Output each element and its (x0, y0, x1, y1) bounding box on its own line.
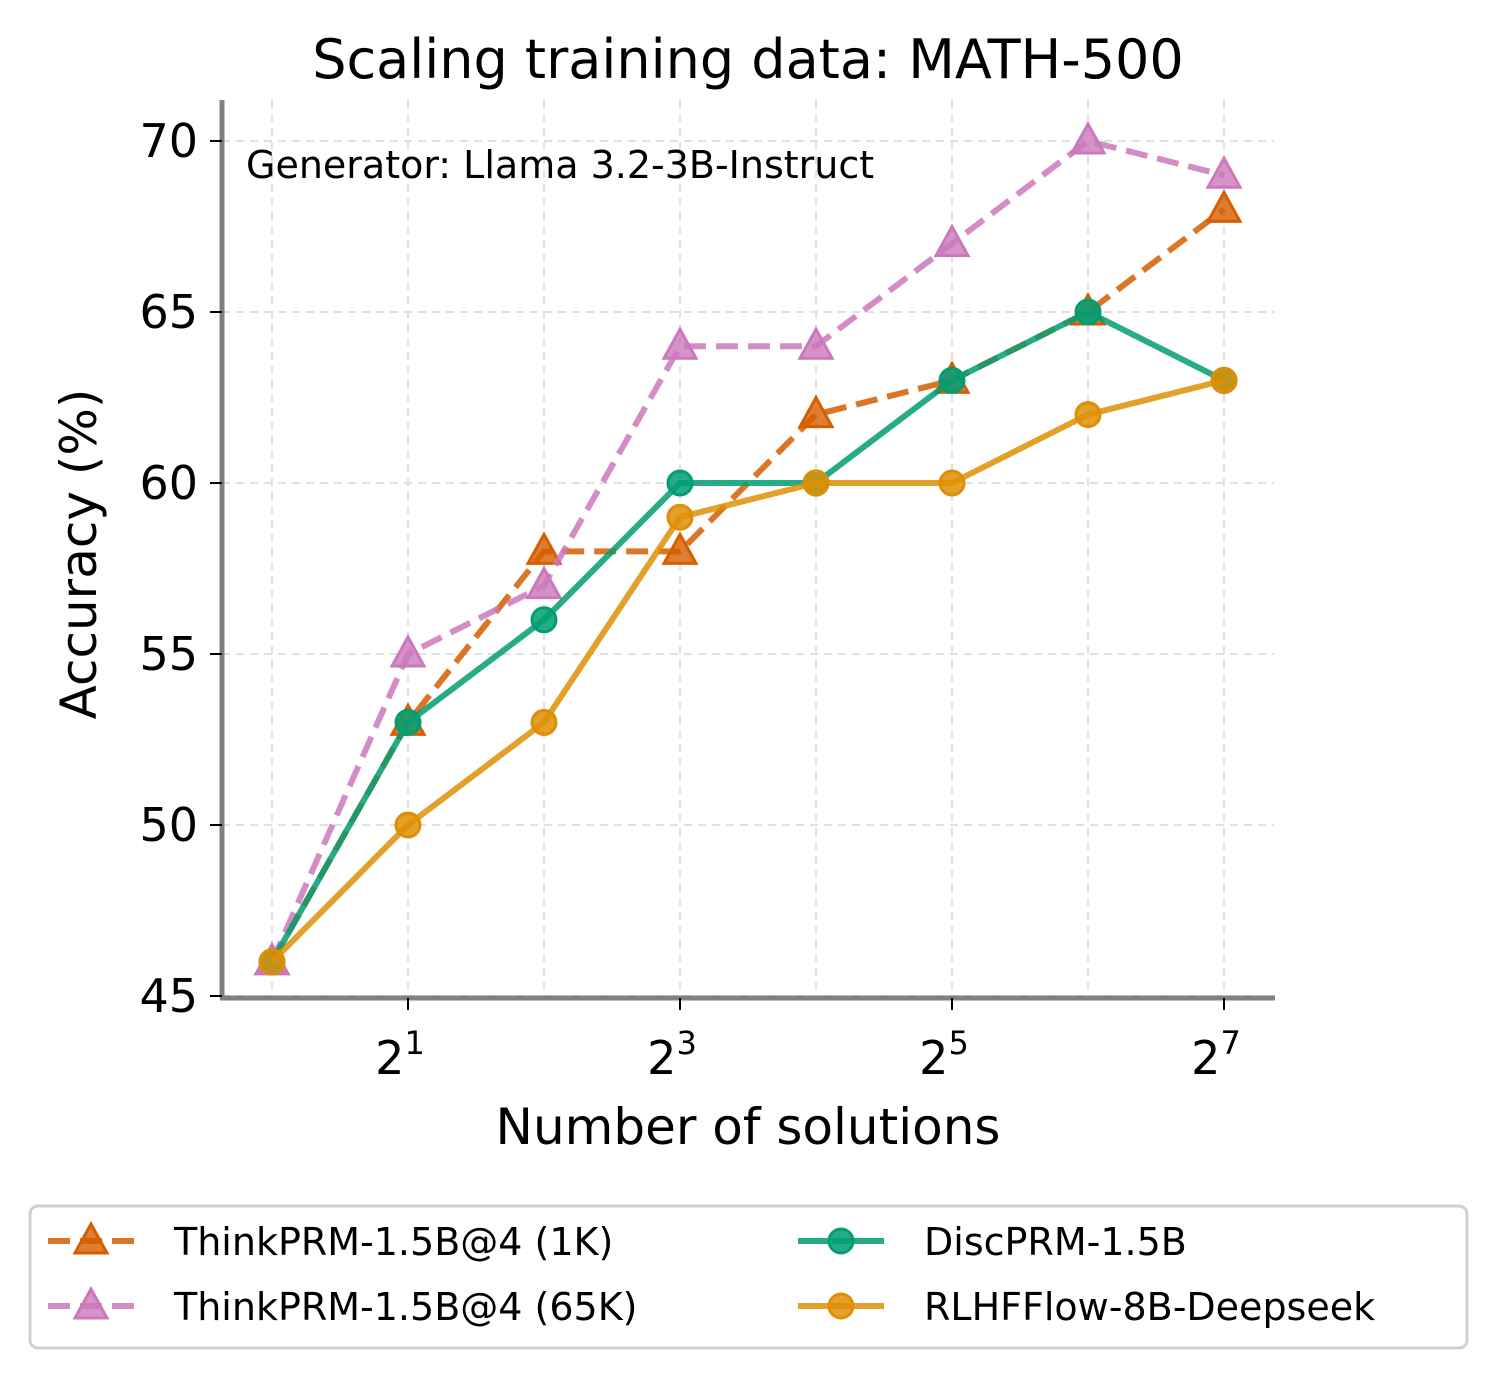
data-point (797, 326, 835, 360)
legend-marker (827, 1292, 855, 1320)
legend-item: DiscPRM-1.5B (798, 1220, 1187, 1264)
annotation: Generator: Llama 3.2-3B-Instruct (246, 143, 874, 187)
x-axis-label: Number of solutions (496, 1098, 1001, 1156)
x-tick-label: 21 (375, 1024, 425, 1085)
series-group (253, 120, 1243, 976)
data-point (797, 394, 835, 429)
x-tick-exponent: 1 (404, 1024, 424, 1062)
y-tick-label: 70 (139, 114, 198, 168)
legend-marker (72, 1220, 110, 1255)
x-tick-base: 2 (375, 1031, 404, 1085)
data-point (666, 503, 694, 531)
x-tick-base: 2 (919, 1031, 948, 1085)
legend-marker (827, 1227, 855, 1255)
legend-label: ThinkPRM-1.5B@4 (1K) (173, 1220, 613, 1264)
data-point (1210, 366, 1238, 394)
data-point (1074, 298, 1102, 326)
data-point (258, 948, 286, 976)
legend-item: ThinkPRM-1.5B@4 (65K) (48, 1285, 637, 1329)
x-tick-base: 2 (647, 1031, 676, 1085)
data-point (1069, 120, 1107, 155)
y-ticks: 45 50 55 60 65 70 (139, 114, 222, 1023)
data-point (525, 565, 563, 600)
x-tick-label: 25 (919, 1024, 969, 1085)
data-point (938, 366, 966, 394)
data-point (933, 223, 971, 258)
y-tick-label: 45 (139, 969, 198, 1023)
chart-title: Scaling training data: MATH-500 (312, 28, 1184, 91)
data-point (394, 708, 422, 736)
legend-label: DiscPRM-1.5B (924, 1220, 1187, 1264)
grid (222, 100, 1274, 998)
data-point (938, 469, 966, 497)
data-point (525, 531, 563, 565)
legend-label: ThinkPRM-1.5B@4 (65K) (173, 1285, 637, 1329)
data-point (802, 469, 830, 497)
data-point (1205, 155, 1243, 189)
legend-item: RLHFFlow-8B-Deepseek (798, 1285, 1375, 1329)
x-tick-label: 23 (647, 1024, 697, 1085)
legend-box (28, 1204, 1469, 1350)
series-line (269, 137, 1225, 964)
data-point (661, 326, 699, 360)
legend-item: ThinkPRM-1.5B@4 (1K) (48, 1220, 613, 1264)
data-point (530, 606, 558, 634)
data-point (530, 708, 558, 736)
series-line (269, 308, 1226, 964)
x-tick-label: 27 (1191, 1024, 1241, 1085)
x-tick-exponent: 3 (676, 1024, 696, 1062)
x-tick-exponent: 7 (1220, 1024, 1240, 1062)
data-point (394, 811, 422, 839)
x-tick-exponent: 5 (948, 1024, 968, 1062)
y-tick-label: 55 (139, 627, 198, 681)
series-line (269, 377, 1225, 964)
x-ticks: 21 23 25 27 (375, 998, 1241, 1085)
legend-marker (72, 1285, 110, 1320)
data-point (661, 531, 699, 565)
data-point (389, 633, 427, 668)
data-point (666, 469, 694, 497)
y-axis-label: Accuracy (%) (50, 389, 108, 720)
y-tick-label: 50 (139, 798, 198, 852)
legend: ThinkPRM-1.5B@4 (1K) ThinkPRM-1.5B@4 (65K… (28, 1204, 1469, 1350)
data-point (1205, 189, 1243, 223)
y-tick-label: 60 (139, 456, 198, 510)
data-point (1074, 401, 1102, 429)
series-3 (258, 366, 1238, 976)
series-1 (253, 120, 1243, 976)
y-tick-label: 65 (139, 285, 198, 339)
x-tick-base: 2 (1191, 1031, 1220, 1085)
legend-label: RLHFFlow-8B-Deepseek (924, 1285, 1375, 1329)
